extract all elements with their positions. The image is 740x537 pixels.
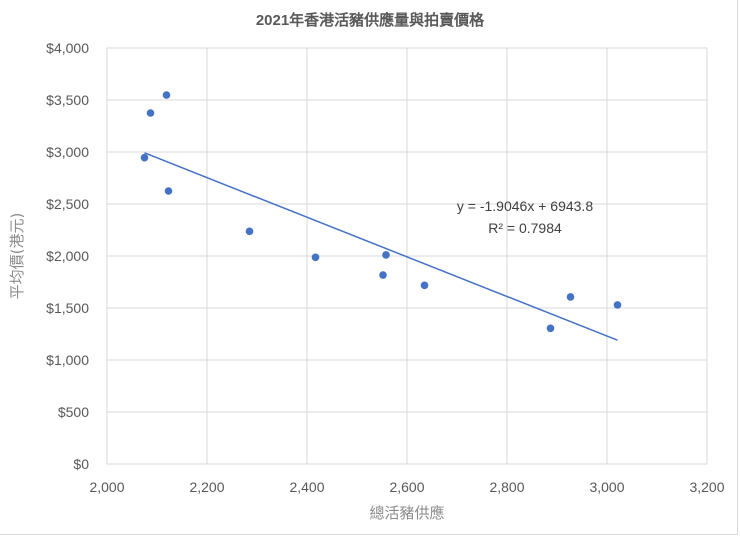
y-tick-label: $500	[58, 404, 89, 420]
chart-title: 2021年香港活豬供應量與拍賣價格	[255, 12, 485, 29]
x-tick-label: 3,000	[589, 479, 624, 495]
y-tick-label: $3,000	[46, 144, 89, 160]
y-tick-label: $1,500	[46, 300, 89, 316]
data-point	[140, 153, 149, 162]
x-tick-label: 2,000	[89, 479, 124, 495]
data-point	[162, 91, 171, 99]
x-tick-label: 2,600	[389, 479, 424, 495]
data-point	[613, 301, 622, 309]
data-point	[146, 109, 155, 117]
trendline	[144, 152, 618, 341]
data-point	[546, 324, 555, 333]
data-points	[140, 91, 622, 333]
x-axis-ticks: 2,000 2,200 2,400 2,600 2,800 3,000 3,200	[89, 479, 724, 495]
y-tick-label: $2,000	[46, 248, 89, 264]
y-axis-ticks: $0 $500 $1,000 $1,500 $2,000 $2,500 $3,000 $3,5…	[46, 40, 89, 472]
y-axis-title: 平均價(港元)	[8, 213, 26, 300]
data-point	[382, 251, 390, 259]
x-tick-label: 2,400	[289, 479, 324, 495]
data-point	[311, 253, 320, 262]
data-point	[379, 271, 387, 279]
data-point	[164, 187, 173, 195]
y-tick-label: $4,000	[46, 40, 89, 56]
y-tick-label: $1,000	[46, 352, 89, 368]
x-tick-label: 3,200	[689, 479, 724, 495]
y-tick-label: $3,500	[46, 92, 89, 108]
y-tick-label: $2,500	[46, 196, 89, 212]
data-point	[420, 281, 429, 290]
x-tick-label: 2,800	[489, 479, 524, 495]
trendline-equation: y = -1.9046x + 6943.8	[457, 198, 593, 214]
r-squared-label: R² = 0.7984	[488, 220, 562, 236]
gridlines	[106, 47, 708, 465]
x-axis-title: 總活豬供應	[369, 504, 444, 522]
y-tick-label: $0	[73, 456, 89, 472]
x-tick-label: 2,200	[189, 479, 224, 495]
data-point	[566, 293, 575, 301]
data-point	[245, 227, 254, 236]
